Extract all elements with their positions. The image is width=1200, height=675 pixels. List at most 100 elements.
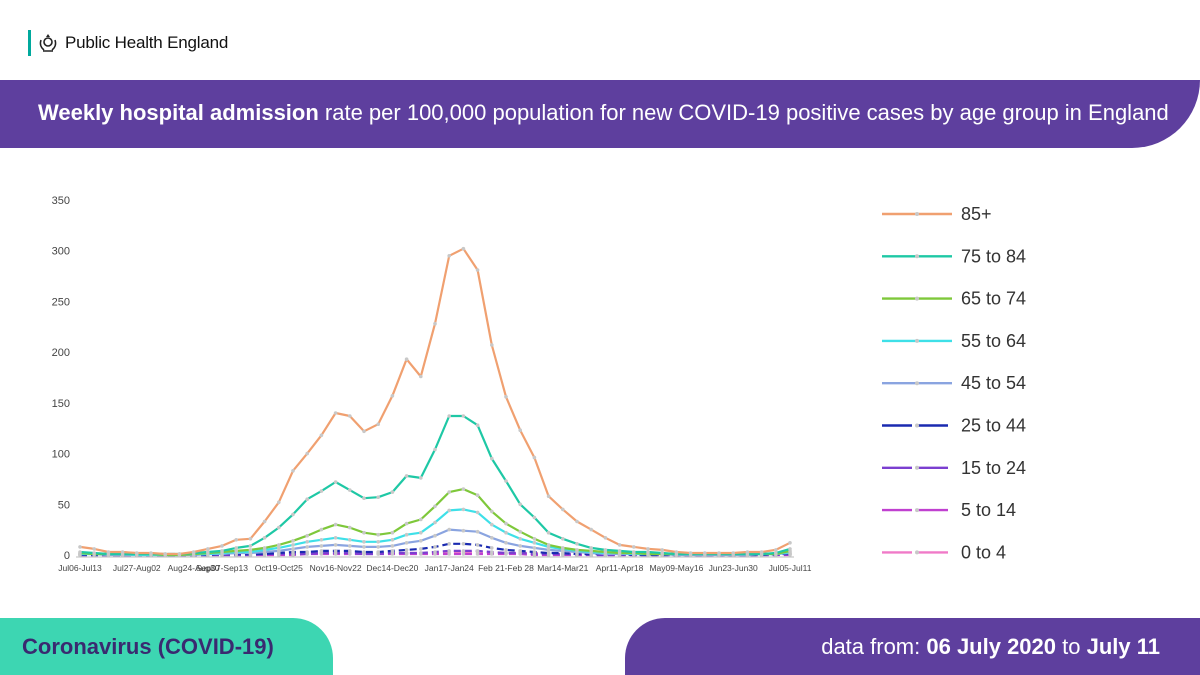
data-point (461, 528, 466, 533)
data-point (234, 549, 238, 553)
data-point (319, 538, 324, 542)
data-point (532, 546, 537, 550)
data-point (206, 550, 210, 554)
data-point (617, 543, 622, 547)
legend-label: 15 to 24 (961, 458, 1026, 478)
data-point (362, 545, 366, 549)
data-point (419, 476, 423, 480)
data-point (348, 488, 352, 492)
data-point (404, 548, 409, 552)
y-tick-label: 50 (58, 499, 70, 511)
data-point (305, 545, 310, 549)
data-point (390, 394, 395, 398)
data-point (461, 487, 466, 491)
data-point (376, 540, 381, 544)
data-point (703, 551, 707, 555)
data-point (660, 551, 664, 555)
data-point (277, 549, 281, 553)
data-point (291, 547, 295, 551)
data-point (447, 254, 452, 258)
data-point (419, 551, 423, 555)
data-point (248, 544, 253, 548)
legend-marker (915, 296, 919, 301)
data-point (248, 548, 253, 552)
data-point (575, 548, 579, 552)
data-point (532, 541, 537, 545)
data-point (447, 542, 452, 546)
data-point (248, 537, 253, 541)
data-point (333, 522, 338, 527)
data-point (362, 496, 366, 501)
x-tick-label: Jun23-Jun30 (709, 563, 758, 573)
data-point (419, 530, 423, 535)
data-point (419, 374, 423, 379)
data-point (475, 268, 480, 272)
x-tick-label: Nov16-Nov22 (310, 563, 362, 573)
data-point (135, 551, 139, 555)
data-point (234, 546, 238, 550)
date-end: July 11 (1086, 634, 1160, 659)
data-point (546, 551, 551, 555)
data-point (447, 549, 452, 553)
data-point (774, 548, 778, 552)
data-point (589, 527, 593, 532)
data-point (277, 500, 281, 505)
data-point (319, 489, 324, 493)
data-point (546, 543, 551, 547)
data-point (390, 549, 395, 553)
data-point (305, 540, 310, 544)
date-prefix: data from: (821, 634, 927, 659)
data-point (717, 551, 721, 555)
data-point (461, 414, 466, 418)
data-point (348, 538, 352, 542)
legend-label: 75 to 84 (961, 246, 1026, 266)
legend-label: 0 to 4 (961, 542, 1006, 562)
data-point (646, 547, 650, 551)
page-title: Weekly hospital admission rate per 100,0… (38, 100, 1169, 126)
data-point (319, 433, 324, 438)
data-point (376, 550, 381, 554)
data-point (603, 548, 608, 552)
data-point (404, 541, 409, 545)
data-point (390, 544, 395, 548)
data-point (504, 551, 508, 555)
data-point (419, 539, 423, 543)
legend-marker (915, 381, 919, 386)
data-point (220, 549, 224, 553)
data-point (561, 546, 565, 550)
data-point (404, 551, 409, 555)
data-point (788, 547, 792, 551)
data-point (475, 529, 480, 534)
data-point (78, 550, 82, 554)
data-point (504, 530, 508, 535)
data-point (646, 550, 650, 554)
data-point (546, 548, 551, 552)
series-line-75-to-84 (79, 414, 791, 556)
data-point (305, 550, 310, 554)
data-point (277, 543, 281, 547)
data-point (774, 551, 778, 555)
date-mid: to (1056, 634, 1087, 659)
data-point (504, 541, 508, 545)
data-point (447, 490, 452, 494)
data-point (191, 550, 196, 554)
data-point (262, 536, 267, 540)
data-point (348, 544, 352, 548)
data-point (433, 550, 437, 554)
data-point (319, 549, 324, 553)
x-tick-label: Mar14-Mar21 (537, 563, 588, 573)
data-point (674, 550, 679, 554)
data-point (333, 536, 338, 540)
data-point (518, 502, 522, 507)
x-tick-label: Dec14-Dec20 (366, 563, 418, 573)
y-tick-label: 250 (52, 296, 70, 308)
title-bold: Weekly hospital admission (38, 100, 319, 125)
data-point (490, 546, 494, 550)
data-point (461, 507, 466, 512)
y-tick-label: 100 (52, 449, 70, 461)
data-point (561, 537, 565, 541)
legend-marker (915, 423, 919, 428)
data-point (348, 549, 352, 553)
data-point (206, 547, 210, 551)
data-point (376, 422, 381, 427)
